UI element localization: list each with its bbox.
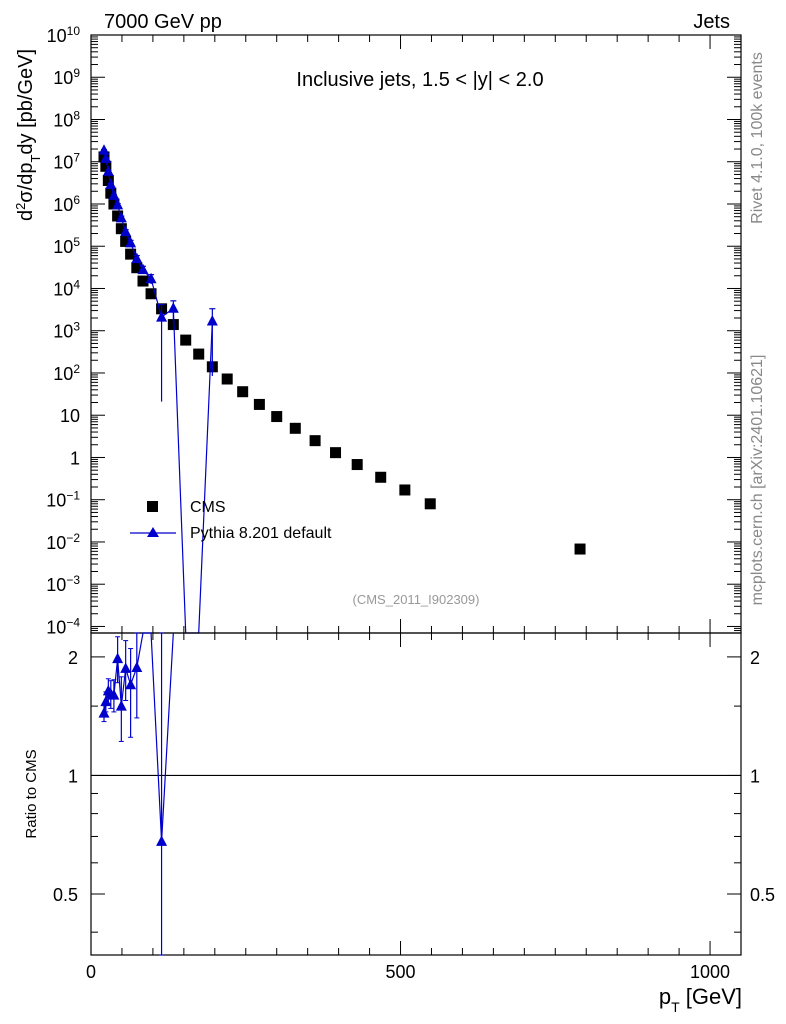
cms-data-point xyxy=(102,174,114,186)
ratio-y-tick-label-right: 0.5 xyxy=(750,885,775,905)
mcplots-label: mcplots.cern.ch [arXiv:2401.10621] xyxy=(749,355,766,606)
main-y-tick-label: 102 xyxy=(53,362,80,384)
cms-data-point xyxy=(221,373,233,385)
cms-data-point xyxy=(120,235,132,247)
main-y-axis-label: d2σ/dpTdy [pb/GeV] xyxy=(13,49,43,221)
cms-data-point xyxy=(271,411,283,423)
legend-pythia-label: Pythia 8.201 default xyxy=(190,525,332,542)
main-y-tick-label: 1 xyxy=(70,448,80,468)
x-tick-label: 0 xyxy=(86,962,96,982)
main-x-ticks xyxy=(90,35,742,633)
cms-data-point xyxy=(131,262,143,274)
cms-data-point xyxy=(399,484,411,496)
main-plot-panel: 101010910810710610510410310210110−110−21… xyxy=(13,24,742,637)
main-y-tick-label: 103 xyxy=(53,320,80,342)
ratio-data-point xyxy=(115,700,127,711)
pythia-data-point xyxy=(108,189,120,200)
legend-cms-marker xyxy=(147,501,158,512)
main-y-tick-label: 10 xyxy=(60,406,80,426)
pythia-data-point xyxy=(120,225,132,237)
pythia-data-point xyxy=(98,144,110,155)
main-y-tick-label: 109 xyxy=(53,66,80,88)
main-y-axis: 101010910810710610510410310210110−110−21… xyxy=(46,24,741,637)
pythia-data-point xyxy=(105,178,117,189)
ratio-y-tick-label-right: 2 xyxy=(750,648,760,668)
cms-data-point xyxy=(253,398,265,410)
cms-data-point xyxy=(105,187,117,199)
main-plot-frame xyxy=(90,34,742,634)
cms-data-point xyxy=(112,210,124,222)
main-y-tick-label: 10−1 xyxy=(46,489,80,511)
ratio-data-point xyxy=(108,689,120,700)
pythia-data-point xyxy=(125,236,137,248)
pythia-data-point xyxy=(100,152,112,163)
x-tick-label: 1000 xyxy=(690,962,730,982)
cms-data-point xyxy=(574,543,586,555)
ratio-pythia-line xyxy=(103,632,174,842)
ratio-data-point xyxy=(120,662,132,673)
pythia-line xyxy=(103,150,213,634)
pythia-data-point xyxy=(112,198,124,210)
ratio-y-axis-label: Ratio to CMS xyxy=(23,749,40,838)
ratio-plot-panel: 0 500 1000 0.5 0.5 1 1 2 2 Ratio to CMS pT [GeV] xyxy=(23,632,775,1015)
rivet-version-label: Rivet 4.1.0, 100k events xyxy=(749,52,766,224)
header-left: 7000 GeV pp xyxy=(104,11,222,33)
cms-data-point xyxy=(375,471,387,483)
main-y-tick-label: 108 xyxy=(53,108,80,130)
main-y-tick-label: 10−2 xyxy=(46,531,80,553)
cms-data-point xyxy=(125,248,137,260)
ratio-axes: 0 500 1000 0.5 0.5 1 1 2 2 xyxy=(53,633,775,982)
cms-data-point xyxy=(115,223,127,235)
main-y-tick-label: 105 xyxy=(53,235,80,257)
pythia-data-point xyxy=(102,165,114,176)
cms-data-point xyxy=(330,447,342,459)
cms-data-point xyxy=(108,198,120,210)
main-series-group xyxy=(98,144,586,634)
cms-data-point xyxy=(309,435,321,447)
ratio-y-tick-label: 2 xyxy=(68,648,78,668)
cms-data-point xyxy=(137,275,149,287)
cms-data-point xyxy=(180,334,192,346)
pythia-data-point xyxy=(156,311,168,322)
ratio-y-tick-label: 1 xyxy=(68,766,78,786)
pythia-data-point xyxy=(206,314,218,326)
header-right: Jets xyxy=(693,11,730,33)
pythia-data-point xyxy=(131,252,143,264)
cms-data-point xyxy=(145,288,157,300)
x-tick-label: 500 xyxy=(386,962,416,982)
cms-data-point xyxy=(351,459,363,471)
legend-cms-label: CMS xyxy=(190,499,226,516)
ratio-y-tick-label: 0.5 xyxy=(53,885,78,905)
ratio-data-point xyxy=(131,661,143,672)
ratio-data-point xyxy=(112,652,124,664)
ratio-data-point xyxy=(125,678,137,690)
analysis-watermark: (CMS_2011_I902309) xyxy=(353,592,480,607)
ratio-series-group xyxy=(98,632,174,956)
cms-data-point xyxy=(193,348,205,360)
ratio-data-point xyxy=(156,835,168,846)
pythia-data-point xyxy=(167,302,179,313)
cms-data-point xyxy=(424,498,436,510)
legend-pythia-marker xyxy=(147,527,159,537)
legend: CMS Pythia 8.201 default xyxy=(130,499,332,542)
main-y-tick-label: 104 xyxy=(53,277,80,299)
pythia-data-point xyxy=(115,211,127,223)
ratio-plot-frame xyxy=(90,632,742,956)
x-axis-label: pT [GeV] xyxy=(659,984,742,1015)
cms-data-point xyxy=(237,386,249,398)
cms-data-point xyxy=(289,422,301,434)
main-y-tick-label: 107 xyxy=(53,151,80,173)
main-y-tick-label: 1010 xyxy=(47,24,81,46)
cms-data-point xyxy=(100,160,112,172)
pythia-data-point xyxy=(137,263,149,275)
pythia-data-point xyxy=(145,272,157,284)
main-y-tick-label: 106 xyxy=(53,193,80,215)
cms-data-point xyxy=(167,319,179,331)
main-y-tick-label: 10−3 xyxy=(46,573,80,595)
ratio-y-tick-label-right: 1 xyxy=(750,766,760,786)
plot-title: Inclusive jets, 1.5 < |y| < 2.0 xyxy=(296,69,543,91)
main-y-tick-label: 10−4 xyxy=(46,615,80,637)
